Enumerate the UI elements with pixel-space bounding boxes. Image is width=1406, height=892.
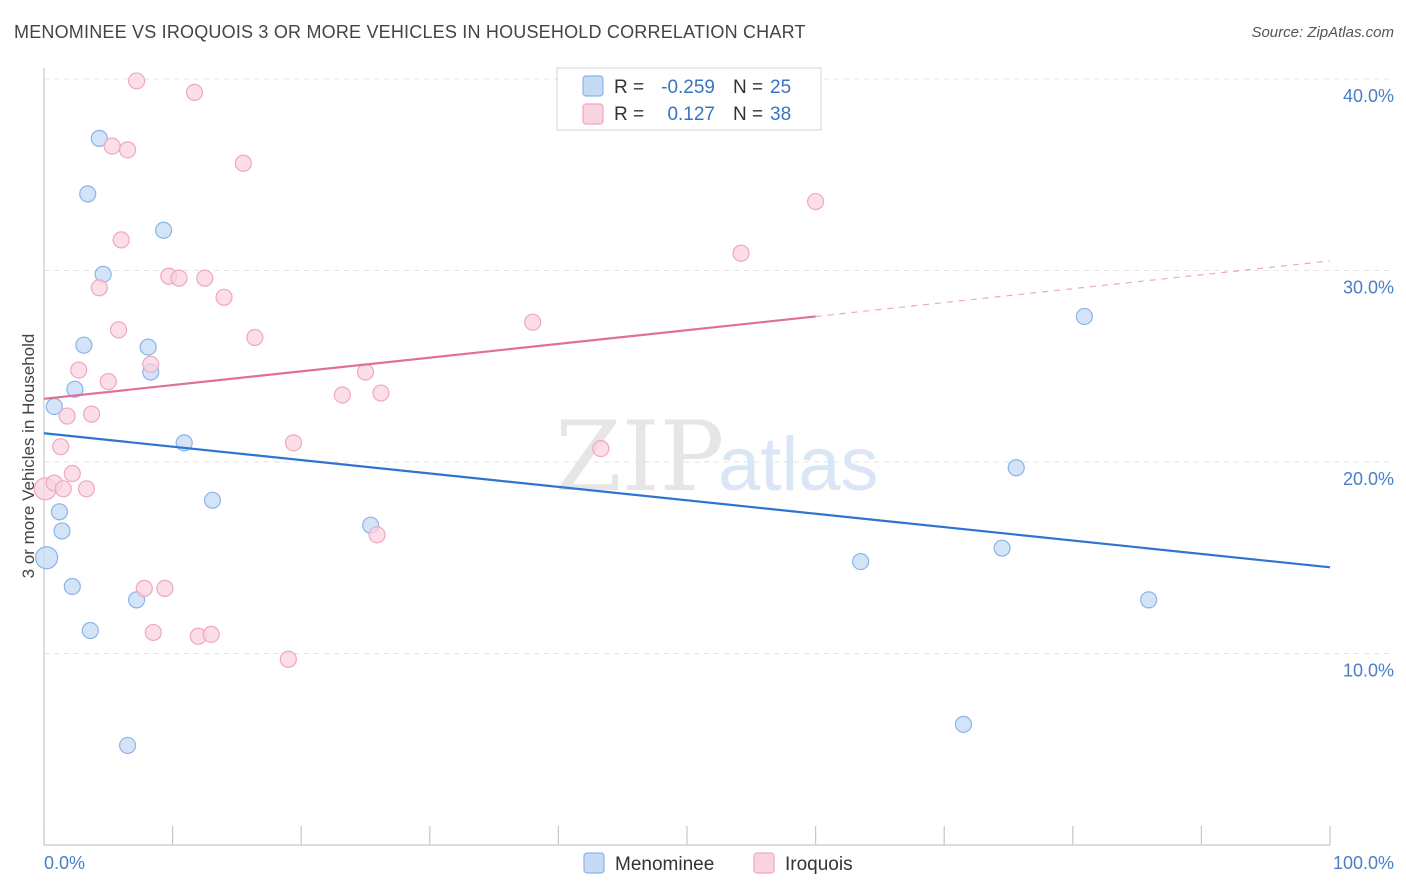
point-iroquois [372,384,390,402]
point-menominee [79,185,97,203]
point-iroquois [109,321,128,339]
point-iroquois [82,405,101,423]
legend-swatch-menominee [582,75,604,97]
point-menominee [1140,591,1158,609]
point-iroquois [99,372,117,391]
point-menominee [81,621,99,640]
legend-n-label-menominee: N = [733,77,763,98]
point-menominee [118,736,137,755]
point-iroquois [77,480,96,498]
point-iroquois [356,363,375,381]
point-menominee [954,715,973,733]
point-iroquois [90,279,108,297]
legend-n-label-iroquois: N = [733,104,763,125]
watermark-atlas: atlas [718,422,879,507]
point-menominee [53,522,71,540]
point-iroquois [284,434,303,452]
x-tick-label-max: 100.0% [1333,853,1394,873]
point-menominee [852,552,870,571]
y-tick-labels: 10.0% 20.0% 30.0% 40.0% [1343,86,1394,681]
legend-r-label-menominee: R = [614,77,644,98]
point-iroquois [170,269,188,287]
trend-line-iroquois [43,315,816,400]
x-tick-labels: 0.0% 100.0% [44,853,1394,873]
point-iroquois [70,361,88,379]
point-iroquois [234,154,252,172]
y-tick-label: 20.0% [1343,469,1394,489]
point-iroquois [279,650,297,668]
point-menominee [154,221,173,239]
chart-title: MENOMINEE VS IROQUOIS 3 OR MORE VEHICLES… [14,22,806,42]
point-iroquois [732,244,750,262]
y-tick-label: 30.0% [1343,278,1394,298]
point-iroquois [52,438,70,456]
point-iroquois [63,464,81,483]
point-menominee [90,129,108,147]
point-iroquois [144,623,162,642]
point-menominee [75,336,93,354]
series-legend-label-iroquois: Iroquois [785,854,853,875]
point-iroquois [246,328,264,347]
axes [43,68,1331,846]
data-points [33,72,1158,755]
legend-r-value-menominee: -0.259 [661,77,715,98]
point-iroquois [592,439,610,458]
trend-line-menominee [43,432,1331,569]
legend-r-label-iroquois: R = [614,104,644,125]
source-label: Source: ZipAtlas.com [1251,24,1394,41]
legend-n-value-iroquois: 38 [770,104,791,125]
point-iroquois [118,141,137,159]
point-iroquois [806,192,825,211]
series-legend-label-menominee: Menominee [615,854,714,875]
point-iroquois [103,137,121,155]
point-menominee [1007,459,1025,477]
y-tick-label: 40.0% [1343,86,1394,106]
trend-lines [43,260,1331,569]
point-iroquois [142,355,160,373]
point-iroquois [185,83,204,102]
x-tick-label-min: 0.0% [44,853,85,873]
point-iroquois [112,231,130,249]
point-iroquois [215,288,233,306]
point-menominee [66,380,84,398]
point-menominee [1075,307,1093,326]
y-axis-label: 3 or more Vehicles in Household [19,334,38,579]
series-legend-swatch-iroquois [753,852,775,874]
point-iroquois [196,269,214,287]
watermark: ZIP atlas [555,401,879,513]
trend-extension-iroquois [815,260,1331,318]
series-legend: Menominee Iroquois [583,852,853,875]
stats-legend: R = -0.259 N = 25 R = 0.127 N = 38 [556,67,822,131]
point-menominee [34,546,59,570]
point-menominee [63,577,81,596]
point-iroquois [202,625,220,643]
point-menominee [993,539,1011,557]
legend-r-value-iroquois: 0.127 [667,104,715,125]
point-iroquois [54,480,72,498]
point-iroquois [333,386,351,404]
legend-n-value-menominee: 25 [770,77,791,98]
point-menominee [203,491,222,509]
point-iroquois [127,72,146,90]
point-iroquois [58,407,76,425]
series-legend-swatch-menominee [583,852,605,874]
x-axis-ticks [43,826,1331,845]
point-iroquois [524,313,542,331]
point-menominee [139,338,157,356]
legend-swatch-iroquois [582,103,604,125]
point-iroquois [156,579,174,597]
point-iroquois [368,526,386,544]
point-menominee [50,503,69,521]
point-iroquois [135,579,153,597]
y-tick-label: 10.0% [1343,661,1394,681]
